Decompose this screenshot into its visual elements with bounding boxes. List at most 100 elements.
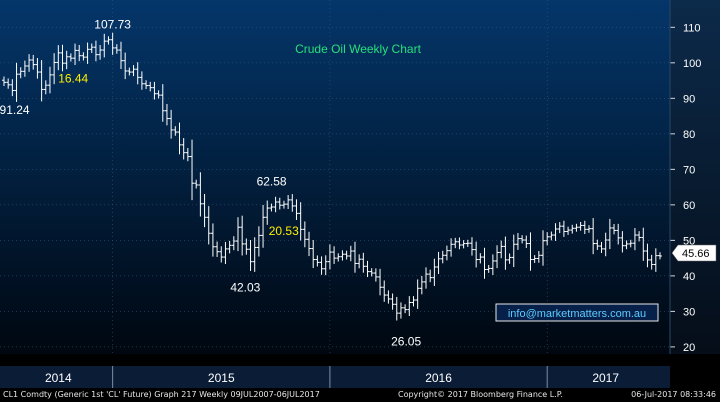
price-bar [649, 254, 654, 270]
price-bar [210, 223, 215, 257]
price-bar [653, 248, 658, 272]
price-bar [164, 103, 169, 126]
price-bar [578, 221, 583, 231]
price-bar [449, 238, 454, 257]
chart-title: Crude Oil Weekly Chart [295, 42, 421, 56]
price-bar [10, 79, 15, 97]
y-tick-label-90: 90 [683, 93, 695, 105]
price-bar [127, 67, 132, 76]
price-bar [641, 227, 646, 261]
price-bar [486, 265, 491, 273]
price-bar [595, 239, 600, 250]
price-bar [315, 255, 320, 267]
price-bar [281, 200, 286, 209]
price-bar [307, 231, 312, 257]
price-bar [624, 240, 629, 250]
price-bar [632, 228, 637, 251]
price-bar [43, 80, 48, 95]
price-bar [2, 76, 6, 87]
price-bar [419, 275, 424, 295]
x-axis-panel [0, 366, 670, 388]
price-bar [156, 90, 161, 99]
footer-copyright: Copyright© 2017 Bloomberg Finance L.P. [398, 390, 563, 399]
price-bar [549, 231, 554, 241]
price-bar [536, 250, 541, 263]
price-bar [515, 232, 520, 250]
callout-move2014: 16.44 [58, 71, 88, 85]
price-bar [39, 60, 44, 102]
price-bar [81, 52, 86, 61]
price-bar [190, 139, 195, 201]
price-bar [336, 253, 341, 262]
price-bars [2, 32, 662, 321]
price-bar [73, 43, 78, 65]
price-bar [148, 81, 153, 92]
price-bar [202, 193, 207, 228]
price-bar [198, 172, 203, 217]
price-bar [586, 225, 591, 233]
price-bar [582, 220, 587, 235]
last-price-tag: 45.66 [671, 244, 717, 262]
price-bar [566, 226, 571, 235]
price-bar [612, 224, 617, 235]
y-tick-label-70: 70 [683, 164, 695, 176]
price-bar [352, 241, 357, 273]
price-bar [319, 256, 324, 275]
price-bar [361, 252, 366, 273]
price-bar [290, 194, 295, 212]
price-bar [503, 236, 508, 270]
price-bar [311, 240, 316, 269]
price-bar [532, 255, 537, 263]
price-bar [378, 268, 383, 296]
price-bar [68, 53, 73, 62]
price-bar [277, 197, 282, 210]
price-bar [390, 293, 395, 310]
price-bar [524, 235, 529, 249]
price-bar [603, 232, 608, 257]
last-price-label: 45.66 [682, 248, 710, 260]
price-bar [160, 84, 165, 122]
price-bar [474, 241, 479, 268]
price-bar [106, 36, 111, 45]
plot-area [0, 0, 670, 354]
price-bar [85, 42, 90, 64]
y-tick-label-110: 110 [683, 22, 701, 34]
gridlines [0, 0, 670, 354]
price-bar [235, 217, 240, 252]
price-bar [415, 279, 420, 309]
price-bar [177, 122, 182, 155]
y-tick-label-50: 50 [683, 235, 695, 247]
price-bar [507, 253, 512, 264]
watermark-text: info@marketmatters.com.au [508, 308, 646, 320]
x-tick-label-2017: 2017 [592, 371, 619, 385]
x-tick-label-2016: 2016 [425, 371, 452, 385]
price-bar [215, 241, 220, 257]
price-bar [248, 239, 253, 271]
price-bar [22, 60, 27, 77]
price-bar [574, 223, 579, 232]
footer-bar: CL1 Comdty (Generic 1st 'CL' Future) Gra… [0, 388, 720, 402]
price-bar [407, 296, 412, 317]
price-bar [457, 237, 462, 250]
price-bar [14, 62, 19, 102]
price-bar [256, 226, 261, 257]
price-bar [386, 290, 391, 304]
watermark-box: info@marketmatters.com.au [495, 303, 659, 322]
price-bar [102, 33, 107, 58]
price-bar [89, 43, 94, 54]
price-bar [369, 268, 374, 277]
y-tick-label-40: 40 [683, 271, 695, 283]
price-bar [465, 239, 470, 247]
price-bar [118, 41, 123, 69]
price-bar [436, 251, 441, 274]
price-bar [411, 296, 416, 307]
price-bar [27, 54, 32, 72]
price-bar [570, 224, 575, 234]
y-tick-label-80: 80 [683, 129, 695, 141]
price-bar [227, 240, 232, 254]
price-bar [173, 126, 178, 136]
price-bar [432, 258, 437, 286]
price-bar [240, 215, 245, 256]
price-bar [206, 206, 211, 245]
